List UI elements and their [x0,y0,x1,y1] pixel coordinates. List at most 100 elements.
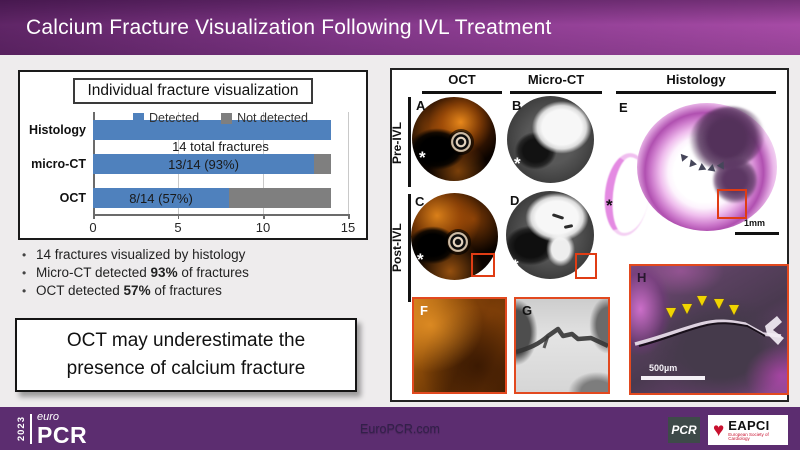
bar-row-oct: 8/14 (57%) [93,188,348,208]
pcr-logo: PCR [668,417,700,443]
stent-serration [707,163,717,172]
bar-chart: Histology micro-CT OCT 14 total fracture… [28,111,360,236]
microct-zoom-image: G [514,297,610,394]
column-underline [510,91,602,94]
eapci-wordmark: EAPCI European Society of Cardiology [728,419,783,442]
legend-swatch-not-detected [221,112,233,124]
bar-row-microct: 13/14 (93%) [93,154,348,174]
arrowhead-marker [729,305,739,315]
bullet-item: 14 fractures visualized by histology [22,246,249,264]
heart-icon: ♥ [713,419,725,441]
x-tick-label: 10 [255,220,271,235]
row-bracket-pre-ivl [408,97,411,187]
bar-segment-not-detected [229,188,331,208]
asterisk-marker: * [419,148,426,167]
scale-bar-label-1mm: 1mm [744,218,766,228]
column-header-histology: Histology [666,72,726,87]
category-label-oct: OCT [59,191,86,205]
bullet-item: Micro-CT detected 93% of fractures [22,264,249,282]
x-axis-line [93,214,350,216]
arrowhead-marker [682,304,692,314]
conclusion-text: OCT may underestimate the presence of ca… [66,330,306,379]
oct-pre-ivl-image [412,97,496,181]
histology-zoom-image: H 500µm [629,264,789,395]
x-tick-label: 15 [340,220,356,235]
bar-value-label: 13/14 (93%) [168,156,239,172]
oct-post-ivl-image [411,193,498,280]
calcium-plaque [713,157,757,203]
category-axis: Histology micro-CT OCT [28,112,88,214]
panel-label-f: F [420,303,428,318]
microct-post-ivl-image [506,191,594,279]
fracture-highlight-box [717,189,747,219]
bar-row-histology [93,120,348,140]
fracture-chart-panel: Individual fracture visualization Histol… [18,70,368,240]
tick-mark [348,214,350,219]
slide-title: Calcium Fracture Visualization Following… [26,16,552,39]
gridline [348,112,349,214]
bar-segment-detected: 13/14 (93%) [93,154,314,174]
europcr-2023-logo: 2023 euro PCR [16,411,87,447]
panel-label-e: E [619,100,628,115]
eapci-name: EAPCI [728,417,770,433]
column-header-microct: Micro-CT [527,72,585,87]
chart-legend: Detected Not detected [93,111,348,125]
bullet-bold: 93% [150,265,178,280]
category-label-histology: Histology [29,123,86,137]
asterisk-marker: * [514,154,521,173]
category-label-microct: micro-CT [31,157,86,171]
panel-label-b: B [512,98,522,113]
catheter-artifact [447,231,469,253]
bullet-text: of fractures [150,283,222,298]
panel-label-h: H [637,270,647,285]
panel-label-g: G [522,303,533,318]
column-underline [422,91,502,94]
logo-divider [30,414,32,444]
bar-value-label: 8/14 (57%) [129,190,193,206]
column-underline [616,91,776,94]
legend-label: Detected [149,111,200,125]
logo-year: 2023 [16,416,27,442]
legend-item-not-detected: Not detected [221,111,308,125]
summary-bullets: 14 fractures visualized by histology Mic… [22,246,249,300]
fracture-slit [551,213,565,220]
asterisk-marker: * [606,196,613,215]
bar-segment-not-detected [314,154,331,174]
eapci-logo: ♥ EAPCI European Society of Cardiology [708,415,788,445]
oct-zoom-image: F [412,297,507,394]
asterisk-marker: * [512,256,519,275]
fracture-slit [563,224,574,229]
panel-label-a: A [416,98,426,113]
logo-pcr-text: PCR [37,421,88,448]
x-tick-label: 5 [174,220,182,235]
column-header-oct: OCT [448,72,476,87]
fracture-crack [516,326,608,355]
stent-serration [697,162,707,171]
row-label-pre-ivl: Pre-IVL [390,122,404,165]
bullet-text: of fractures [177,265,249,280]
arrowhead-marker [714,299,724,309]
bar-segment-detected: 8/14 (57%) [93,188,229,208]
partner-logos: PCR ♥ EAPCI European Society of Cardiolo… [668,415,788,445]
bullet-bold: 57% [123,283,151,298]
panel-label-c: C [415,194,425,209]
slide-header: Calcium Fracture Visualization Following… [0,0,800,55]
footer: 2023 euro PCR EuroPCR.com PCR ♥ EAPCI Eu… [0,407,800,450]
catheter-artifact [450,131,472,153]
legend-swatch-detected [133,112,145,124]
arrowhead-marker [697,296,707,306]
row-label-post-ivl: Post-IVL [390,223,404,273]
asterisk-marker: * [417,250,424,269]
logo-euro-text: euro [37,410,60,423]
x-tick-label: 0 [89,220,97,235]
tick-mark [177,214,180,219]
bullet-item: OCT detected 57% of fractures [22,282,249,300]
tick-mark [93,214,95,219]
tick-mark [263,214,265,219]
europcr-website-link[interactable]: EuroPCR.com [360,422,440,436]
bullet-text: Micro-CT detected [36,265,151,280]
legend-item-detected: Detected [133,111,199,125]
row-bracket-post-ivl [408,194,411,302]
panel-label-d: D [510,193,520,208]
